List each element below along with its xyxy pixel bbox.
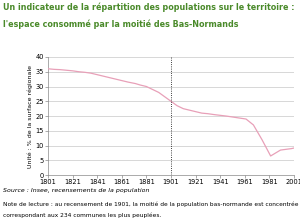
Text: Note de lecture : au recensement de 1901, la moitié de la population bas-normand: Note de lecture : au recensement de 1901… <box>3 201 300 207</box>
Text: correspondant aux 234 communes les plus peuplées.: correspondant aux 234 communes les plus … <box>3 212 161 218</box>
Text: Un indicateur de la répartition des populations sur le territoire :: Un indicateur de la répartition des popu… <box>3 2 295 12</box>
Y-axis label: Unité : % de la surface régionale: Unité : % de la surface régionale <box>27 65 33 168</box>
Text: l'espace consommé par la moitié des Bas-Normands: l'espace consommé par la moitié des Bas-… <box>3 20 238 29</box>
Text: Source : Insee, recensements de la population: Source : Insee, recensements de la popul… <box>3 188 149 193</box>
